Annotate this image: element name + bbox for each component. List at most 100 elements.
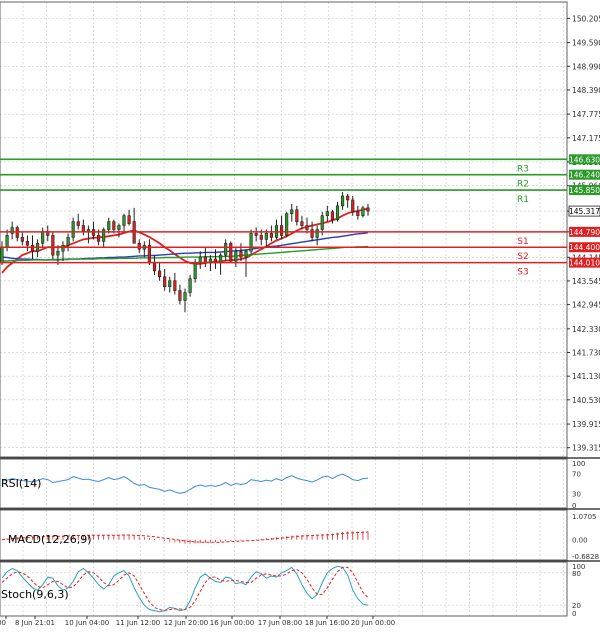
candle-body — [361, 207, 365, 217]
pivot-level-name-s2: S2 — [517, 252, 528, 262]
candle — [183, 288, 187, 313]
candle-body — [239, 250, 243, 258]
candle — [137, 239, 141, 254]
candle-body — [310, 229, 314, 238]
candle — [254, 227, 258, 242]
rsi-line — [1, 473, 369, 494]
macd-y-tick-label: 1.0705 — [572, 513, 597, 521]
candle-body — [295, 209, 299, 222]
candle-body — [20, 237, 24, 242]
candle — [341, 192, 345, 210]
x-tick-label: 16 Jun 00:00 — [210, 619, 254, 627]
candle-body — [346, 195, 350, 201]
candle-body — [234, 250, 238, 262]
candle — [356, 205, 360, 220]
candle-body — [112, 221, 116, 230]
pivot-level-name-s1: S1 — [517, 237, 528, 247]
candle-body — [305, 225, 309, 230]
candle-body — [249, 233, 253, 252]
candle — [330, 209, 334, 224]
x-tick-label: 11 Jun 12:00 — [116, 619, 160, 627]
y-tick-label: 139.915 — [572, 420, 600, 429]
candle-body — [300, 221, 304, 226]
pivot-price-label-s3: 144.010 — [569, 259, 600, 268]
candle-body — [315, 229, 319, 238]
candle-body — [320, 215, 324, 230]
rsi-panel-frame — [0, 458, 568, 509]
candle-body — [290, 209, 294, 215]
candle — [178, 284, 182, 305]
candle-body — [193, 262, 197, 280]
y-tick-label: 148.990 — [572, 62, 600, 71]
candle — [20, 231, 24, 246]
pivot-price-label-s1: 144.790 — [569, 228, 600, 237]
candle — [25, 235, 29, 252]
pivot-level-name-r2: R2 — [517, 180, 529, 190]
candle — [300, 215, 304, 230]
candle — [305, 217, 309, 234]
rsi-y-tick-label: 70 — [572, 471, 581, 479]
pivot-price-tag — [569, 169, 600, 180]
candle-body — [107, 221, 111, 230]
stoch-d-line — [1, 566, 369, 612]
candle-body — [10, 227, 14, 234]
current-price-label: 145.317 — [569, 207, 600, 216]
candle — [366, 203, 370, 216]
candle-body — [152, 262, 157, 272]
pivot-price-label-r2: 146.240 — [569, 171, 600, 180]
y-tick-label: 142.945 — [572, 301, 600, 310]
candle-body — [56, 250, 60, 256]
candle-body — [76, 221, 80, 226]
candle-body — [66, 237, 70, 246]
x-tick-label: 17 Jun 08:00 — [258, 619, 302, 627]
pivot-level-name-r1: R1 — [517, 195, 529, 205]
candle — [290, 203, 294, 222]
x-tick-label: 12 Jun 20:00 — [164, 619, 208, 627]
y-tick-label: 142.330 — [572, 325, 600, 334]
candle-body — [127, 215, 131, 224]
candle-body — [51, 235, 55, 256]
candle — [71, 217, 75, 242]
y-tick-label: 140.530 — [572, 396, 600, 405]
candle — [76, 213, 80, 230]
candle-body — [335, 205, 340, 220]
y-tick-label: 139.315 — [572, 444, 600, 453]
candle-body — [102, 229, 106, 242]
pivot-level-name-r3: R3 — [517, 164, 529, 174]
candle — [346, 194, 350, 208]
candle-body — [5, 235, 9, 248]
x-tick-label: 8 Jun 21:01 — [15, 619, 55, 627]
candle — [351, 195, 355, 216]
current-price-tag — [568, 205, 600, 217]
candle-body — [280, 225, 284, 236]
price-panel-frame — [0, 1, 568, 458]
candle-body — [137, 242, 141, 250]
stoch-y-tick-label: 20 — [572, 602, 581, 610]
candle-body — [229, 242, 233, 262]
macd-y-tick-label: 0.00 — [572, 537, 588, 545]
candle — [127, 209, 131, 226]
y-tick-label: 147.175 — [572, 134, 600, 143]
x-tick-label: 20 Jun 00:00 — [351, 619, 395, 627]
candle — [51, 231, 55, 260]
stoch-y-tick-label: 100 — [572, 563, 585, 571]
y-tick-label: 149.590 — [572, 39, 600, 48]
rsi-y-tick-label: 0 — [572, 502, 576, 510]
x-tick-label: 18 Jun 16:00 — [305, 619, 349, 627]
candle-body — [264, 233, 268, 240]
candle-body — [330, 211, 334, 220]
candle — [229, 241, 233, 264]
candle-body — [183, 292, 187, 301]
candle-body — [122, 215, 126, 226]
candle-body — [81, 225, 85, 232]
stoch-panel-frame — [0, 561, 568, 617]
candle — [285, 211, 289, 238]
candle — [66, 233, 70, 252]
candle-body — [366, 207, 370, 212]
candle-body — [173, 280, 177, 291]
pivot-price-tag — [569, 257, 600, 268]
candle — [61, 241, 65, 262]
macd-signal-line — [1, 531, 369, 543]
